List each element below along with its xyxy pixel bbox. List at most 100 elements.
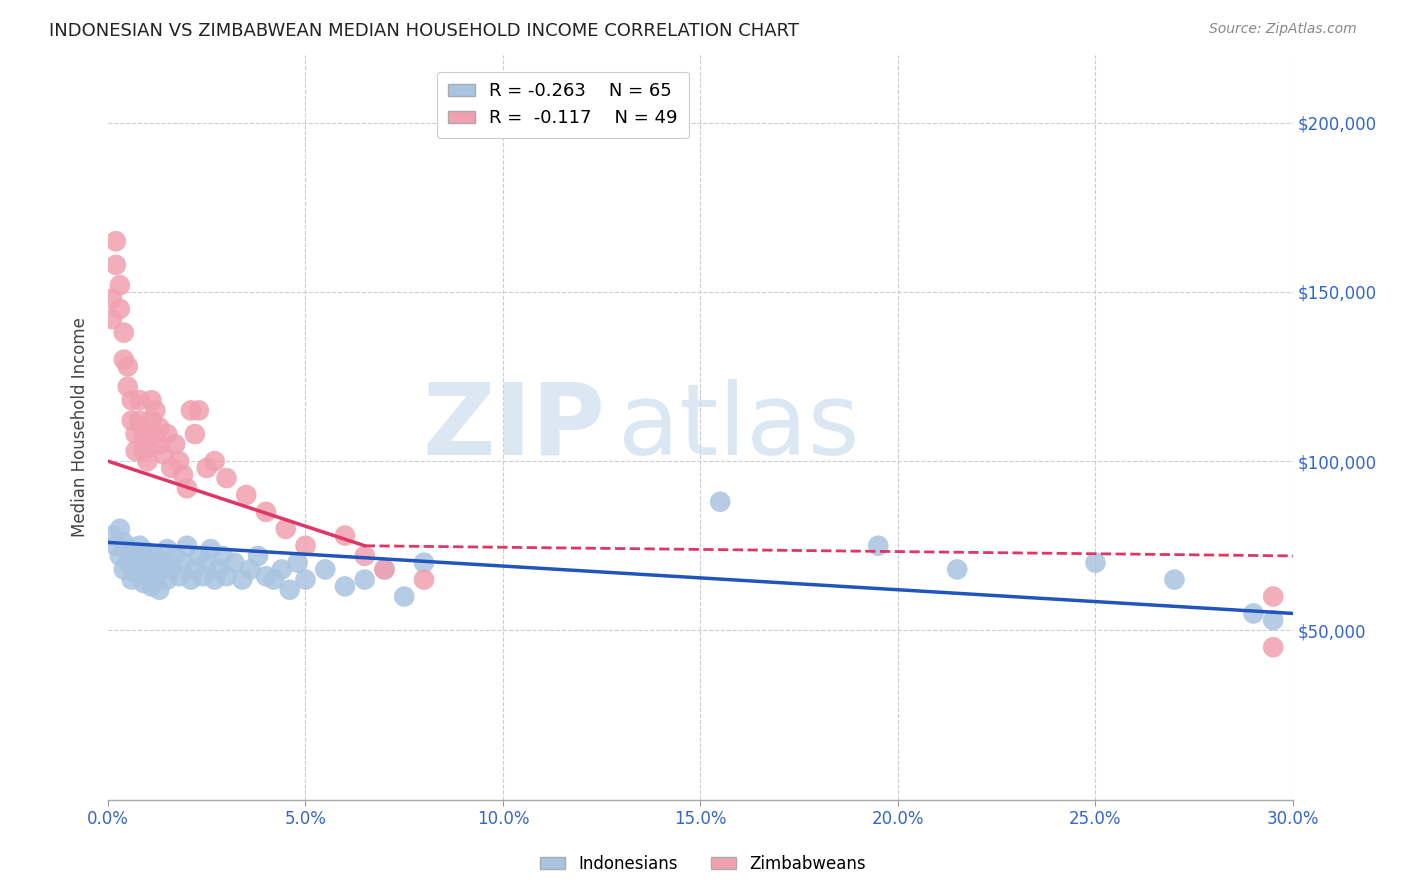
Point [132, 576, 155, 591]
Point [104, 539, 127, 553]
Point [165, 437, 187, 451]
Point [294, 573, 316, 587]
Point [946, 562, 969, 576]
Point [136, 437, 159, 451]
Point [101, 312, 124, 326]
Point [207, 562, 229, 576]
Point [394, 590, 416, 604]
Point [195, 556, 218, 570]
Point [101, 292, 124, 306]
Point [136, 569, 159, 583]
Point [215, 471, 238, 485]
Point [104, 234, 127, 248]
Y-axis label: Median Household Income: Median Household Income [72, 318, 89, 537]
Point [112, 535, 135, 549]
Point [1163, 573, 1185, 587]
Point [167, 454, 190, 468]
Point [224, 556, 246, 570]
Point [128, 559, 150, 574]
Point [108, 301, 131, 316]
Point [278, 582, 301, 597]
Point [128, 393, 150, 408]
Point [413, 573, 436, 587]
Point [167, 569, 190, 583]
Point [121, 413, 143, 427]
Point [195, 461, 218, 475]
Point [333, 528, 356, 542]
Point [287, 556, 309, 570]
Point [152, 556, 174, 570]
Legend: R = -0.263    N = 65, R =  -0.117    N = 49: R = -0.263 N = 65, R = -0.117 N = 49 [437, 71, 689, 138]
Point [353, 573, 375, 587]
Point [254, 505, 277, 519]
Point [145, 573, 167, 587]
Text: atlas: atlas [617, 379, 859, 475]
Point [709, 495, 731, 509]
Point [117, 359, 139, 374]
Point [180, 573, 202, 587]
Point [187, 549, 209, 563]
Point [172, 467, 194, 482]
Point [191, 569, 214, 583]
Point [1084, 556, 1107, 570]
Point [204, 573, 226, 587]
Point [184, 562, 207, 576]
Point [254, 569, 277, 583]
Point [148, 562, 170, 576]
Legend: Indonesians, Zimbabweans: Indonesians, Zimbabweans [533, 848, 873, 880]
Point [200, 542, 222, 557]
Point [274, 522, 297, 536]
Point [104, 258, 127, 272]
Point [247, 549, 270, 563]
Point [117, 380, 139, 394]
Point [124, 549, 146, 563]
Point [141, 413, 163, 427]
Point [156, 573, 179, 587]
Point [1263, 613, 1285, 627]
Point [156, 542, 179, 557]
Point [184, 427, 207, 442]
Point [112, 562, 135, 576]
Point [141, 579, 163, 593]
Point [373, 562, 395, 576]
Point [141, 556, 163, 570]
Point [148, 420, 170, 434]
Point [160, 562, 183, 576]
Point [172, 556, 194, 570]
Text: INDONESIAN VS ZIMBABWEAN MEDIAN HOUSEHOLD INCOME CORRELATION CHART: INDONESIAN VS ZIMBABWEAN MEDIAN HOUSEHOL… [49, 22, 799, 40]
Point [145, 427, 167, 442]
Point [176, 539, 198, 553]
Point [239, 562, 262, 576]
Point [211, 549, 233, 563]
Point [108, 522, 131, 536]
Point [353, 549, 375, 563]
Point [132, 552, 155, 566]
Point [121, 545, 143, 559]
Point [112, 326, 135, 340]
Point [124, 444, 146, 458]
Point [180, 403, 202, 417]
Point [1263, 590, 1285, 604]
Point [204, 454, 226, 468]
Point [136, 454, 159, 468]
Point [868, 539, 890, 553]
Point [141, 393, 163, 408]
Point [176, 481, 198, 495]
Point [124, 427, 146, 442]
Point [270, 562, 292, 576]
Point [235, 488, 257, 502]
Point [215, 569, 238, 583]
Text: ZIP: ZIP [423, 379, 606, 475]
Point [101, 528, 124, 542]
Point [108, 278, 131, 293]
Point [132, 444, 155, 458]
Point [294, 539, 316, 553]
Point [145, 549, 167, 563]
Point [263, 573, 285, 587]
Point [373, 562, 395, 576]
Point [145, 403, 167, 417]
Point [156, 427, 179, 442]
Point [231, 573, 253, 587]
Point [333, 579, 356, 593]
Point [128, 539, 150, 553]
